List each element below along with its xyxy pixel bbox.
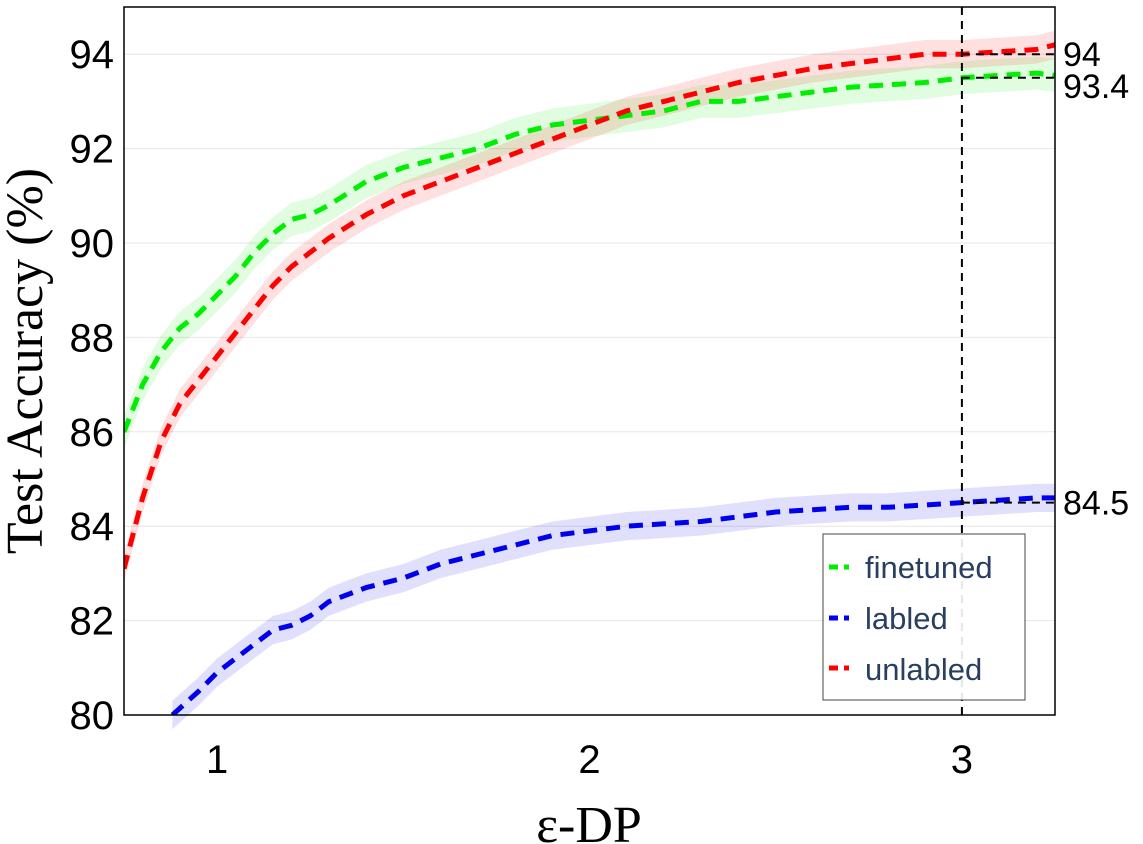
plot-frame <box>123 6 1056 716</box>
end-label-layer: 93.4 84.5 94 <box>1063 36 1129 522</box>
y-tick-label: 90 <box>70 222 115 266</box>
legend-label-labled: labled <box>865 601 948 636</box>
x-tick-label: 2 <box>578 738 600 782</box>
band-layer <box>124 30 1055 730</box>
y-tick-label: 80 <box>70 694 115 738</box>
x-axis-title: ε-DP <box>536 797 642 844</box>
tick-layer: 80 82 84 86 88 90 92 94 1 2 3 <box>70 33 974 782</box>
end-label-finetuned: 93.4 <box>1063 68 1129 106</box>
end-label-labled: 84.5 <box>1063 485 1129 523</box>
end-label-unlabled: 94 <box>1063 36 1101 74</box>
line-layer <box>124 42 1055 715</box>
series-line-finetuned <box>124 70 1055 433</box>
y-tick-label: 86 <box>70 411 115 455</box>
y-tick-label: 88 <box>70 316 115 360</box>
x-tick-label: 1 <box>206 738 228 782</box>
series-line-unlabled <box>124 42 1055 570</box>
y-tick-label: 82 <box>70 600 115 644</box>
y-tick-label: 92 <box>70 128 115 172</box>
x-tick-label: 3 <box>951 738 973 782</box>
legend-label-finetuned: finetuned <box>865 550 993 585</box>
y-tick-label: 84 <box>70 505 115 549</box>
legend-label-unlabled: unlabled <box>865 652 982 687</box>
legend-box <box>822 533 1026 701</box>
legend: finetuned labled unlabled <box>822 533 1026 701</box>
band-labled <box>172 483 1055 730</box>
series-line-labled <box>170 495 1055 715</box>
y-axis-title: Test Accuracy (%) <box>0 168 54 554</box>
y-tick-label: 94 <box>70 33 115 77</box>
grid-layer <box>124 53 1055 716</box>
band-finetuned <box>124 56 1055 449</box>
